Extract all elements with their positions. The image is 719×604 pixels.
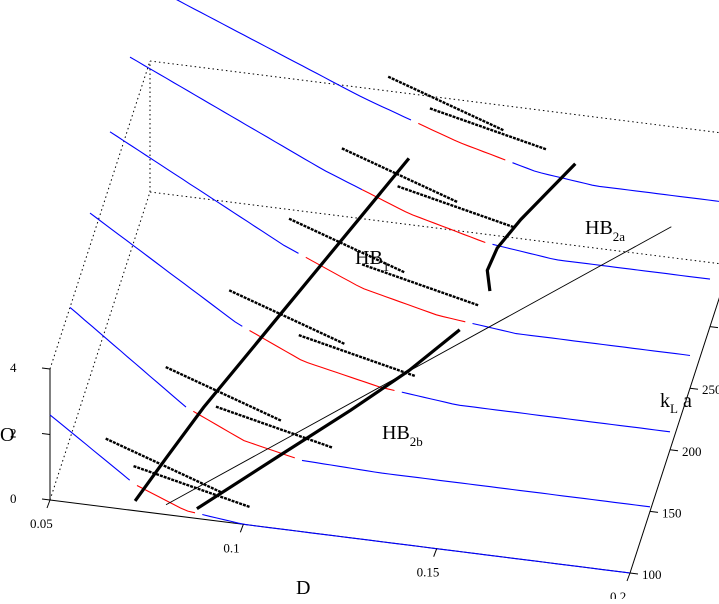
- y-axis-line: [630, 265, 719, 573]
- x-tick-mark: [240, 524, 243, 532]
- stable-branch-line: [493, 244, 711, 279]
- unstable-branch-line: [193, 411, 294, 458]
- y-tick-mark: [650, 511, 658, 512]
- y-tick-mark: [710, 327, 718, 328]
- z-tick-mark: [42, 434, 50, 435]
- hb1-label: HB1: [355, 247, 389, 274]
- stable-branch-line: [473, 324, 691, 356]
- y-tick-label: 200: [682, 444, 702, 459]
- unstable-branch-line: [137, 486, 195, 513]
- y-axis-label: kL a: [660, 390, 692, 416]
- y-tick-label: 250: [702, 382, 719, 397]
- box-edge: [150, 192, 719, 265]
- z-axis-label: O: [0, 424, 14, 446]
- y-tick-label: 100: [642, 567, 662, 582]
- hb1-curve: [135, 158, 409, 501]
- periodic-orbit-mark: [362, 264, 478, 305]
- stable-branch-line: [302, 460, 650, 506]
- periodic-orbit-mark: [299, 335, 415, 376]
- unstable-branch-line: [418, 123, 505, 160]
- stable-branch-line: [130, 57, 362, 190]
- x-tick-label: 0.05: [30, 516, 53, 531]
- z-tick-mark: [42, 499, 50, 500]
- stable-branch-line: [50, 415, 130, 480]
- stable-branch-line: [110, 132, 299, 254]
- z-tick-label: 4: [10, 360, 17, 375]
- periodic-orbit-mark: [388, 77, 504, 131]
- stable-branch-line: [70, 307, 186, 407]
- stable-branch-line: [402, 392, 670, 432]
- z-tick-label: 0: [10, 491, 17, 506]
- x-tick-mark: [47, 500, 50, 508]
- periodic-orbit-mark: [216, 407, 332, 448]
- z-tick-mark: [42, 368, 50, 369]
- y-tick-label: 150: [662, 505, 682, 520]
- unstable-branch-line: [362, 190, 485, 243]
- x-tick-label: 0.15: [417, 565, 440, 580]
- stable-branch-line: [150, 0, 411, 120]
- periodic-orbit-mark: [342, 148, 458, 202]
- x-tick-label: 0.1: [223, 540, 239, 555]
- periodic-orbit-mark: [430, 108, 546, 149]
- x-axis-label: D: [296, 577, 310, 599]
- stable-branch-line: [90, 213, 242, 326]
- hb2b-label: HB2b: [382, 422, 423, 449]
- periodic-orbit-mark: [229, 290, 345, 344]
- y-tick-mark: [670, 450, 678, 451]
- x-tick-mark: [627, 573, 630, 581]
- box-edge: [50, 61, 150, 369]
- x-tick-label: 0.2: [610, 589, 626, 599]
- periodic-orbit-mark: [166, 367, 282, 421]
- hb2a-label: HB2a: [585, 217, 625, 244]
- box-edge: [50, 192, 150, 500]
- hb2b-curve: [197, 330, 460, 509]
- y-tick-mark: [630, 573, 638, 574]
- periodic-orbit-mark: [106, 439, 222, 493]
- x-tick-mark: [434, 549, 437, 557]
- reference-line: [166, 227, 671, 505]
- periodic-orbit-mark: [398, 186, 514, 227]
- hb2a-curve: [487, 164, 575, 291]
